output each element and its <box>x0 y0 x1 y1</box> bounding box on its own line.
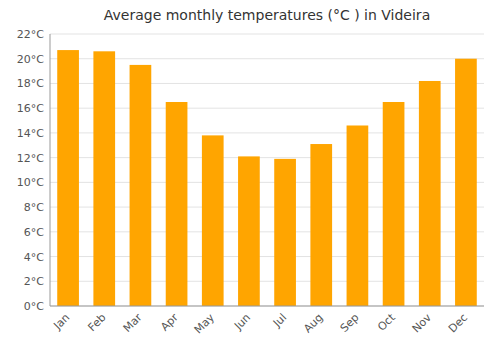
bars <box>57 50 477 306</box>
x-tick-label: Feb <box>86 311 109 334</box>
x-axis: Jan Feb Mar Apr May Jun Jul Aug Sep Oct Nov Dec <box>50 311 470 337</box>
bar <box>130 65 152 306</box>
bar <box>455 59 477 306</box>
x-tick-label: Sep <box>338 311 362 335</box>
y-tick-label: 18°C <box>17 77 44 90</box>
x-tick-label: Oct <box>375 311 398 334</box>
x-tick-label: Nov <box>410 311 435 336</box>
x-tick-label: Apr <box>158 311 181 334</box>
bar <box>57 50 79 306</box>
x-tick-label: Jan <box>50 311 72 333</box>
y-tick-label: 20°C <box>17 53 44 66</box>
grid-line <box>50 34 484 35</box>
y-axis-line <box>50 34 51 306</box>
x-axis-line <box>50 306 484 307</box>
y-tick-label: 4°C <box>24 251 44 264</box>
bar <box>166 102 188 306</box>
bar <box>93 51 115 306</box>
bar <box>202 135 224 306</box>
y-tick-label: 6°C <box>24 226 44 239</box>
bar <box>310 144 332 306</box>
x-tick-label: Jun <box>231 311 253 333</box>
y-tick-label: 22°C <box>17 28 44 41</box>
bar <box>274 159 296 306</box>
bar <box>419 81 441 306</box>
chart-root: Average monthly temperatures (°C ) in Vi… <box>0 0 500 350</box>
x-tick-label: May <box>192 311 218 337</box>
grid <box>50 34 484 306</box>
y-tick-label: 14°C <box>17 127 44 140</box>
y-tick-label: 10°C <box>17 176 44 189</box>
bar <box>347 125 369 306</box>
y-tick-label: 0°C <box>24 300 44 313</box>
grid-line <box>50 306 484 307</box>
x-tick-label: Aug <box>301 311 325 335</box>
y-tick-label: 12°C <box>17 152 44 165</box>
y-tick-label: 2°C <box>24 275 44 288</box>
y-axis: 0°C 2°C 4°C 6°C 8°C 10°C 12°C 14°C 16°C 18°C 20°C 2… <box>17 28 44 313</box>
y-tick-label: 16°C <box>17 102 44 115</box>
x-tick-label: Mar <box>121 311 145 335</box>
x-tick-label: Jul <box>270 311 289 330</box>
chart: Average monthly temperatures (°C ) in Vi… <box>0 0 500 350</box>
bar <box>238 156 260 306</box>
x-tick-label: Dec <box>446 311 470 335</box>
bar <box>383 102 405 306</box>
y-tick-label: 8°C <box>24 201 44 214</box>
title: Average monthly temperatures (°C ) in Vi… <box>104 7 430 23</box>
